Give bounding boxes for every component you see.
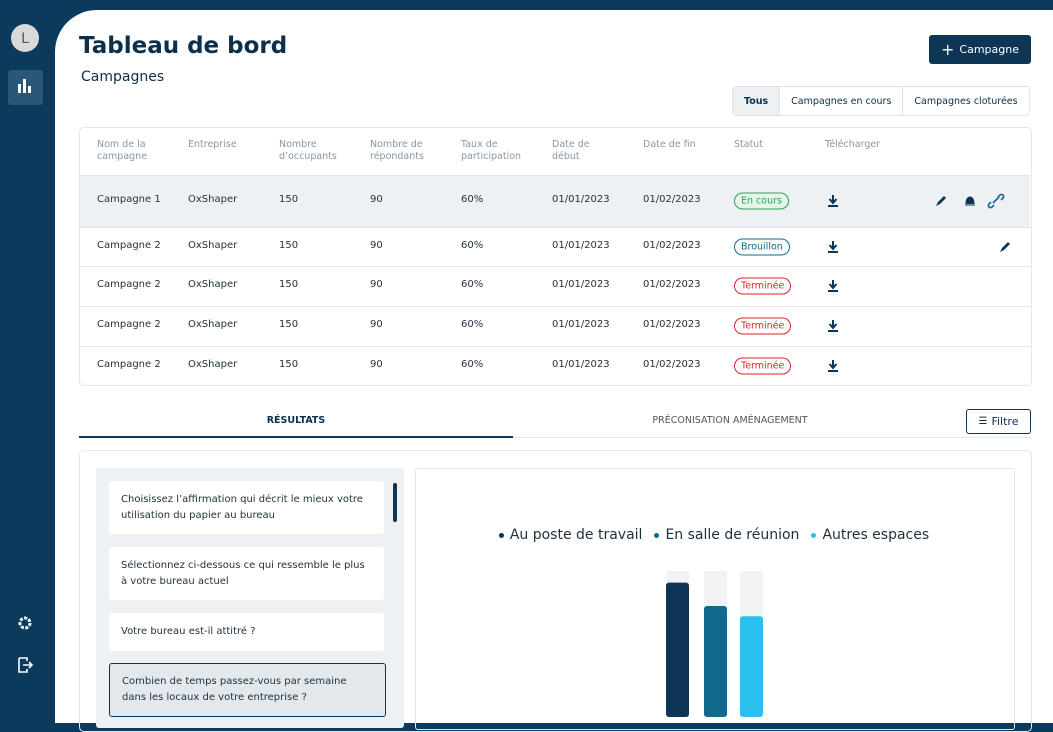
settings-icon[interactable] — [18, 616, 32, 630]
scrollbar[interactable] — [393, 483, 397, 522]
column-header: Télécharger — [825, 139, 881, 150]
question-card[interactable]: Combien de temps passez-vous par semaine… — [109, 663, 386, 717]
tab[interactable]: RÉSULTATS — [266, 415, 326, 426]
table-cell: 90 — [370, 194, 383, 205]
legend-label: Autres espaces — [822, 527, 930, 543]
table-cell: OxShaper — [188, 194, 238, 205]
column-header: Date de début — [552, 139, 590, 162]
legend-dot — [654, 532, 660, 538]
table-cell: 01/02/2023 — [643, 279, 701, 290]
table-row — [80, 306, 1030, 347]
table-cell: 90 — [370, 279, 383, 290]
table-cell: 60% — [461, 358, 484, 370]
column-header: Nombre de répondants — [370, 139, 424, 162]
table-cell: Campagne 2 — [97, 279, 161, 290]
legend-item: En salle de réunion — [654, 527, 799, 543]
filter-tab[interactable]: Tous — [733, 87, 780, 115]
table-cell: Campagne 2 — [97, 358, 161, 370]
status-badge: Terminée — [734, 317, 792, 335]
table-cell: 01/01/2023 — [552, 239, 610, 251]
status-badge: En cours — [734, 192, 789, 210]
table-cell: 90 — [370, 358, 383, 370]
table-cell: 60% — [461, 194, 484, 205]
filter-tab[interactable]: Campagnes en cours — [779, 87, 902, 115]
table-cell: 01/02/2023 — [643, 319, 701, 330]
row-actions[interactable] — [826, 318, 1026, 334]
status-badge: Brouillon — [734, 238, 790, 255]
table-row — [80, 175, 1030, 228]
table-cell: 150 — [279, 239, 299, 251]
table-cell: 01/02/2023 — [643, 239, 701, 251]
column-header: Nom de la campagne — [97, 139, 148, 162]
table-cell: 60% — [461, 239, 484, 251]
table-cell: 150 — [279, 279, 299, 290]
table-cell: Campagne 2 — [97, 239, 161, 251]
status-badge: Terminée — [734, 277, 792, 295]
table-cell: 01/01/2023 — [552, 279, 610, 290]
table-cell: 60% — [461, 319, 484, 330]
table-cell: 150 — [279, 358, 299, 370]
page-subtitle: Campagnes — [81, 69, 165, 85]
filter-group: Tous Campagnes en cours Campagnes cloturée… — [732, 86, 1030, 116]
legend-label: Au poste de travail — [509, 527, 643, 543]
legend: Au poste de travail En salle de réunion Au… — [415, 527, 1013, 543]
sidebar: L — [8, 24, 43, 673]
row-actions[interactable] — [826, 358, 1026, 374]
question-card[interactable]: Sélectionnez ci-dessous ce qui ressemble… — [109, 547, 384, 600]
table-cell: OxShaper — [188, 319, 238, 330]
table-cell: 90 — [370, 319, 383, 330]
table-cell: 150 — [279, 319, 299, 330]
table-cell: 01/02/2023 — [643, 194, 701, 205]
legend-dot — [498, 532, 504, 538]
table-cell: 01/01/2023 — [552, 358, 610, 370]
table-row — [80, 227, 1030, 267]
table-cell: OxShaper — [188, 239, 238, 251]
column-header: Nombre d’occupants — [279, 139, 337, 162]
filter-tab[interactable]: Campagnes cloturées — [902, 87, 1028, 115]
filter-label: Filtre — [991, 415, 1019, 428]
question-card[interactable]: Choisissez l’affirmation qui décrit le m… — [109, 481, 384, 534]
legend-dot — [811, 532, 817, 538]
column-header: Entreprise — [188, 139, 237, 150]
tab-underline — [79, 436, 513, 438]
table-cell: 01/02/2023 — [643, 358, 701, 370]
table-cell: 90 — [370, 239, 383, 251]
table-cell: 01/01/2023 — [552, 194, 610, 205]
table-cell: Campagne 2 — [97, 319, 161, 330]
tabs-line — [79, 437, 1031, 438]
status-badge: Terminée — [734, 357, 792, 374]
table-cell: OxShaper — [188, 279, 238, 290]
table — [79, 127, 1032, 386]
table-row — [80, 346, 1030, 386]
logout-icon[interactable] — [18, 657, 34, 673]
chart-box — [415, 468, 1015, 730]
button-label: Campagne — [959, 43, 1019, 56]
column-header: Taux de participation — [461, 139, 522, 162]
column-header: Statut — [734, 139, 764, 150]
row-actions[interactable] — [826, 239, 1026, 255]
legend-item: Autres espaces — [811, 527, 929, 543]
avatar-letter: L — [21, 31, 29, 47]
filter-button[interactable]: ☰ Filtre — [966, 409, 1031, 434]
legend-label: En salle de réunion — [665, 527, 800, 543]
table-cell: Campagne 1 — [97, 194, 161, 205]
table-cell: 60% — [461, 279, 484, 290]
table-cell: 01/01/2023 — [552, 319, 610, 330]
tab[interactable]: PRÉCONISATION AMÉNAGEMENT — [652, 415, 808, 426]
column-header: Date de fin — [643, 139, 696, 150]
table-row — [80, 266, 1030, 307]
table-cell: 150 — [279, 194, 299, 205]
row-actions[interactable] — [826, 193, 1026, 209]
legend-item: Au poste de travail — [498, 527, 643, 543]
new-campaign-button[interactable]: + Campagne — [929, 35, 1031, 64]
question-card[interactable]: Votre bureau est-il attitré ? — [109, 613, 384, 651]
row-actions[interactable] — [826, 278, 1026, 294]
page-title: Tableau de bord — [79, 33, 288, 59]
avatar[interactable] — [11, 24, 39, 52]
table-cell: OxShaper — [188, 358, 238, 370]
